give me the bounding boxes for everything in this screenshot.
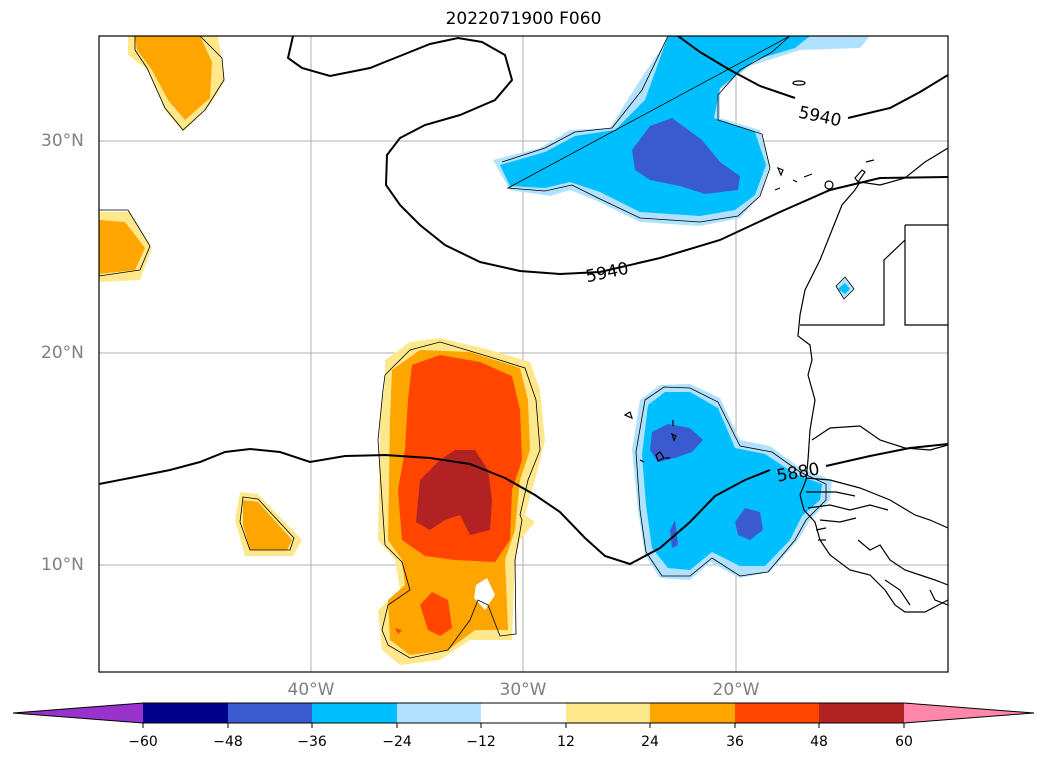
colorbar bbox=[12, 702, 1035, 728]
positive-anomaly-central bbox=[377, 338, 545, 665]
contour-label-5940-north: 5940 bbox=[797, 103, 843, 132]
colorbar-segment bbox=[819, 703, 904, 723]
colorbar-tick-label: −60 bbox=[128, 734, 158, 750]
lat-label-20n: 20°N bbox=[41, 343, 84, 363]
map-title: 2022071900 F060 bbox=[445, 9, 602, 29]
colorbar-tick-label: −36 bbox=[297, 734, 327, 750]
colorbar-tick-label: 24 bbox=[641, 734, 659, 750]
colorbar-segment bbox=[228, 703, 312, 723]
colorbar-segment bbox=[312, 703, 397, 723]
map-plot-area: 5940 5940 5880 bbox=[99, 36, 948, 672]
colorbar-tick-label: −48 bbox=[213, 734, 243, 750]
coastlines bbox=[623, 80, 948, 613]
colorbar-segment bbox=[481, 703, 566, 723]
negative-anomaly-south bbox=[632, 276, 855, 580]
lat-label-30n: 30°N bbox=[41, 131, 84, 151]
colorbar-segment bbox=[566, 703, 650, 723]
colorbar-segment bbox=[143, 703, 228, 723]
contour-label-5940-central: 5940 bbox=[584, 259, 630, 288]
colorbar-tick-label: 36 bbox=[726, 734, 744, 750]
lon-label-20w: 20°W bbox=[712, 680, 760, 700]
colorbar-tick-label: 12 bbox=[557, 734, 575, 750]
map-frame bbox=[98, 35, 949, 673]
positive-anomaly-southwest bbox=[235, 492, 302, 556]
colorbar-tick-label: 60 bbox=[895, 734, 913, 750]
gridlines bbox=[99, 36, 948, 672]
colorbar-segment bbox=[735, 703, 819, 723]
lon-label-30w: 30°W bbox=[499, 680, 547, 700]
colorbar-segment bbox=[650, 703, 735, 723]
negative-anomaly-north bbox=[493, 36, 870, 226]
positive-anomaly-northwest bbox=[128, 36, 225, 132]
colorbar-extend-low bbox=[13, 703, 143, 723]
lon-label-40w: 40°W bbox=[287, 680, 335, 700]
colorbar-tick-label: −24 bbox=[382, 734, 412, 750]
colorbar-tick-label: −12 bbox=[466, 734, 496, 750]
positive-anomaly-west-edge bbox=[99, 209, 152, 282]
height-contours bbox=[99, 36, 948, 566]
colorbar-tick-label: 48 bbox=[810, 734, 828, 750]
lat-label-10n: 10°N bbox=[41, 555, 84, 575]
colorbar-extend-high bbox=[904, 703, 1034, 723]
colorbar-segment bbox=[397, 703, 481, 723]
